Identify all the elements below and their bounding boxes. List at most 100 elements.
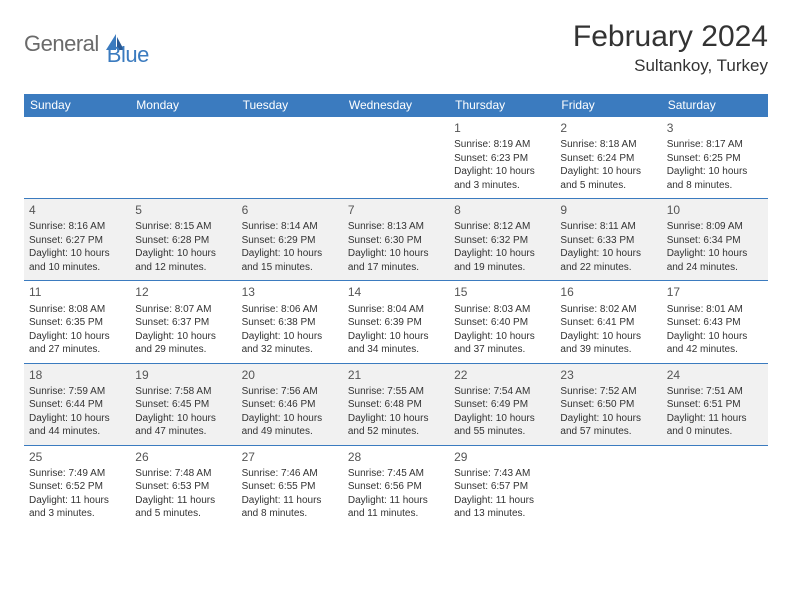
day-sunset-line: Sunset: 6:45 PM: [135, 398, 231, 412]
day-number: 1: [454, 120, 550, 136]
day-day2-line: and 27 minutes.: [29, 343, 125, 357]
calendar-week-row: 1Sunrise: 8:19 AMSunset: 6:23 PMDaylight…: [24, 117, 768, 199]
day-day1-line: Daylight: 11 hours: [454, 494, 550, 508]
calendar-day-cell: 9Sunrise: 8:11 AMSunset: 6:33 PMDaylight…: [555, 199, 661, 281]
day-day2-line: and 5 minutes.: [135, 507, 231, 521]
month-title: February 2024: [573, 20, 768, 54]
location-label: Sultankoy, Turkey: [573, 56, 768, 76]
day-day2-line: and 17 minutes.: [348, 261, 444, 275]
day-number: 19: [135, 367, 231, 383]
day-day2-line: and 39 minutes.: [560, 343, 656, 357]
day-number: 24: [667, 367, 763, 383]
day-day1-line: Daylight: 10 hours: [348, 247, 444, 261]
weekday-header: Tuesday: [237, 94, 343, 117]
day-number: 29: [454, 449, 550, 465]
day-day2-line: and 52 minutes.: [348, 425, 444, 439]
calendar-day-cell: 6 Sunrise: 8:14 AMSunset: 6:29 PMDaylight…: [237, 199, 343, 281]
day-number: 5: [135, 202, 231, 218]
calendar-day-cell: 23Sunrise: 7:52 AMSunset: 6:50 PMDayligh…: [555, 363, 661, 445]
day-day1-line: Daylight: 10 hours: [667, 330, 763, 344]
day-sunrise-line: Sunrise: 8:03 AM: [454, 303, 550, 317]
day-sunrise-line: Sunrise: 7:52 AM: [560, 385, 656, 399]
day-sunrise-line: Sunrise: 7:48 AM: [135, 467, 231, 481]
day-sunrise-line: Sunrise: 7:51 AM: [667, 385, 763, 399]
day-number: 8: [454, 202, 550, 218]
day-number: 27: [242, 449, 338, 465]
calendar-day-cell: 22Sunrise: 7:54 AMSunset: 6:49 PMDayligh…: [449, 363, 555, 445]
day-sunset-line: Sunset: 6:29 PM: [242, 234, 338, 248]
day-sunset-line: Sunset: 6:37 PM: [135, 316, 231, 330]
weekday-header: Wednesday: [343, 94, 449, 117]
day-day1-line: Daylight: 11 hours: [29, 494, 125, 508]
day-number: 15: [454, 284, 550, 300]
title-block: February 2024 Sultankoy, Turkey: [573, 20, 768, 76]
day-sunrise-line: Sunrise: 7:43 AM: [454, 467, 550, 481]
calendar-day-cell: 28Sunrise: 7:45 AMSunset: 6:56 PMDayligh…: [343, 445, 449, 527]
day-sunrise-line: Sunrise: 8:14 AM: [242, 220, 338, 234]
calendar-header-row: Sunday Monday Tuesday Wednesday Thursday…: [24, 94, 768, 117]
calendar-body: 1Sunrise: 8:19 AMSunset: 6:23 PMDaylight…: [24, 117, 768, 528]
calendar-week-row: 11Sunrise: 8:08 AMSunset: 6:35 PMDayligh…: [24, 281, 768, 363]
day-number: 18: [29, 367, 125, 383]
day-sunrise-line: Sunrise: 8:16 AM: [29, 220, 125, 234]
day-day1-line: Daylight: 10 hours: [454, 412, 550, 426]
calendar-day-cell: [24, 117, 130, 199]
day-sunset-line: Sunset: 6:28 PM: [135, 234, 231, 248]
day-number: 28: [348, 449, 444, 465]
calendar-day-cell: 13Sunrise: 8:06 AMSunset: 6:38 PMDayligh…: [237, 281, 343, 363]
calendar-day-cell: 5 Sunrise: 8:15 AMSunset: 6:28 PMDaylight…: [130, 199, 236, 281]
day-sunrise-line: Sunrise: 8:02 AM: [560, 303, 656, 317]
day-sunrise-line: Sunrise: 7:54 AM: [454, 385, 550, 399]
day-number: 10: [667, 202, 763, 218]
calendar-day-cell: 27Sunrise: 7:46 AMSunset: 6:55 PMDayligh…: [237, 445, 343, 527]
calendar-day-cell: 1Sunrise: 8:19 AMSunset: 6:23 PMDaylight…: [449, 117, 555, 199]
day-sunrise-line: Sunrise: 8:09 AM: [667, 220, 763, 234]
day-sunset-line: Sunset: 6:30 PM: [348, 234, 444, 248]
day-day1-line: Daylight: 10 hours: [242, 247, 338, 261]
calendar-day-cell: 8Sunrise: 8:12 AMSunset: 6:32 PMDaylight…: [449, 199, 555, 281]
day-sunset-line: Sunset: 6:33 PM: [560, 234, 656, 248]
calendar-day-cell: 15Sunrise: 8:03 AMSunset: 6:40 PMDayligh…: [449, 281, 555, 363]
calendar-day-cell: [130, 117, 236, 199]
day-sunset-line: Sunset: 6:48 PM: [348, 398, 444, 412]
day-day2-line: and 55 minutes.: [454, 425, 550, 439]
day-day1-line: Daylight: 10 hours: [242, 412, 338, 426]
day-day2-line: and 29 minutes.: [135, 343, 231, 357]
day-sunset-line: Sunset: 6:35 PM: [29, 316, 125, 330]
day-sunrise-line: Sunrise: 8:13 AM: [348, 220, 444, 234]
calendar-day-cell: 3Sunrise: 8:17 AMSunset: 6:25 PMDaylight…: [662, 117, 768, 199]
day-day1-line: Daylight: 10 hours: [135, 247, 231, 261]
day-day1-line: Daylight: 11 hours: [348, 494, 444, 508]
day-number: 6: [242, 202, 338, 218]
day-day1-line: Daylight: 11 hours: [135, 494, 231, 508]
day-sunset-line: Sunset: 6:50 PM: [560, 398, 656, 412]
day-day2-line: and 8 minutes.: [667, 179, 763, 193]
day-day2-line: and 37 minutes.: [454, 343, 550, 357]
day-number: 25: [29, 449, 125, 465]
weekday-header: Thursday: [449, 94, 555, 117]
day-sunrise-line: Sunrise: 7:55 AM: [348, 385, 444, 399]
day-day1-line: Daylight: 11 hours: [242, 494, 338, 508]
day-day1-line: Daylight: 10 hours: [454, 165, 550, 179]
day-day1-line: Daylight: 10 hours: [560, 412, 656, 426]
calendar-day-cell: 2Sunrise: 8:18 AMSunset: 6:24 PMDaylight…: [555, 117, 661, 199]
day-sunrise-line: Sunrise: 8:15 AM: [135, 220, 231, 234]
day-day2-line: and 12 minutes.: [135, 261, 231, 275]
calendar-day-cell: 16Sunrise: 8:02 AMSunset: 6:41 PMDayligh…: [555, 281, 661, 363]
day-number: 4: [29, 202, 125, 218]
weekday-header: Saturday: [662, 94, 768, 117]
day-number: 16: [560, 284, 656, 300]
day-day1-line: Daylight: 10 hours: [29, 247, 125, 261]
day-day1-line: Daylight: 10 hours: [348, 330, 444, 344]
day-sunrise-line: Sunrise: 8:01 AM: [667, 303, 763, 317]
day-day1-line: Daylight: 10 hours: [29, 330, 125, 344]
brand-text-1: General: [24, 31, 99, 57]
day-day2-line: and 44 minutes.: [29, 425, 125, 439]
day-sunset-line: Sunset: 6:55 PM: [242, 480, 338, 494]
calendar-day-cell: 29Sunrise: 7:43 AMSunset: 6:57 PMDayligh…: [449, 445, 555, 527]
calendar-day-cell: [555, 445, 661, 527]
day-sunset-line: Sunset: 6:43 PM: [667, 316, 763, 330]
day-sunset-line: Sunset: 6:40 PM: [454, 316, 550, 330]
calendar-day-cell: 25Sunrise: 7:49 AMSunset: 6:52 PMDayligh…: [24, 445, 130, 527]
day-day2-line: and 19 minutes.: [454, 261, 550, 275]
